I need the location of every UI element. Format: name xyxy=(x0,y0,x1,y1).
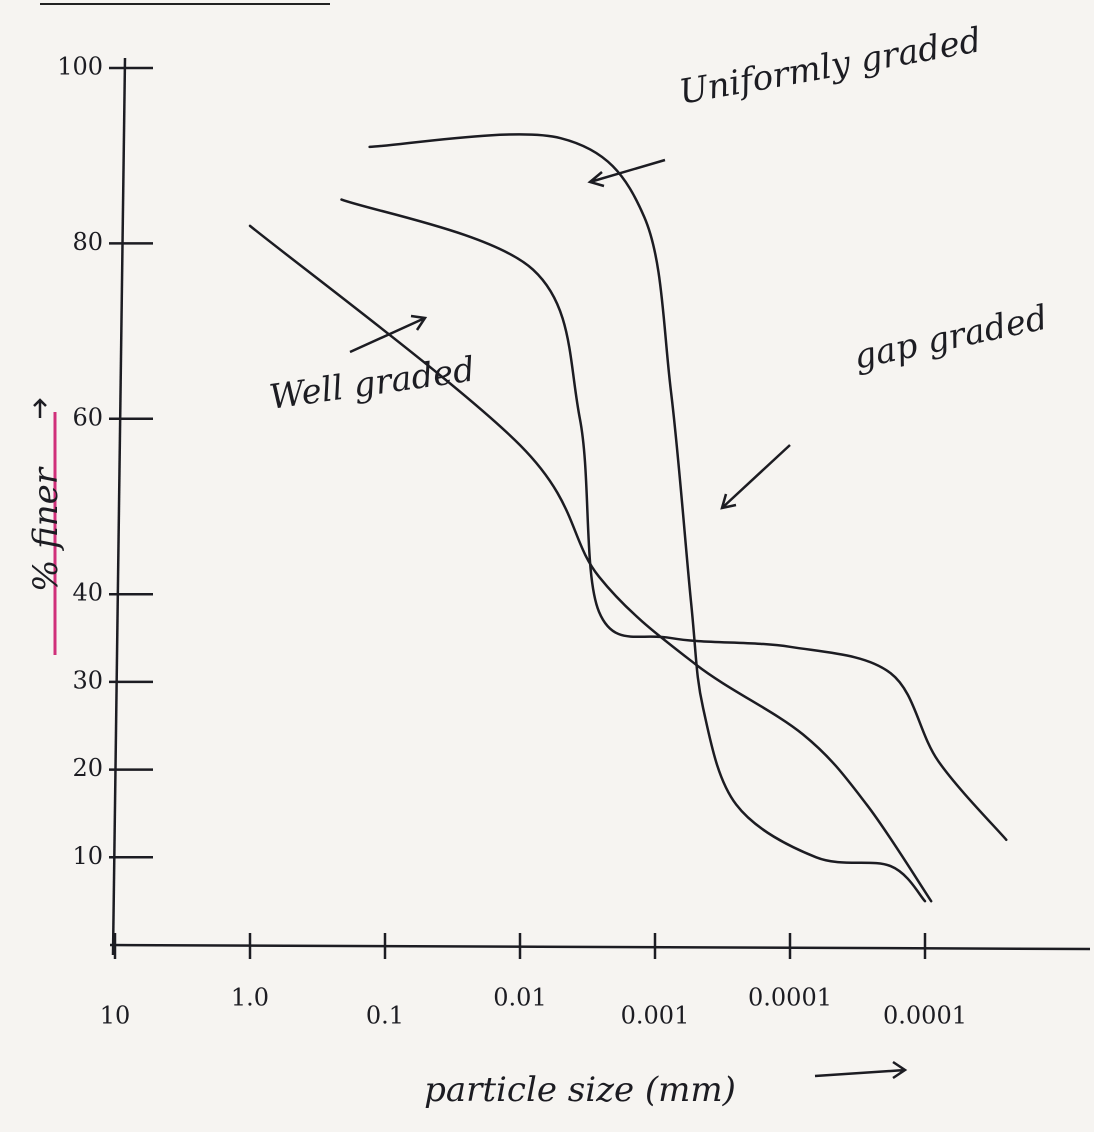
x-tick-label: 0.0001 xyxy=(883,1002,967,1030)
x-tick-label: 0.01 xyxy=(493,984,546,1012)
series-label: Well graded xyxy=(267,349,477,417)
label-arrow xyxy=(720,444,791,510)
y-axis-arrow xyxy=(33,398,47,418)
y-tick-label: 10 xyxy=(72,842,103,870)
curve xyxy=(248,224,933,903)
y-tick-label: 100 xyxy=(57,53,103,81)
x-tick-label: 10 xyxy=(100,1002,131,1030)
x-tick-label: 0.1 xyxy=(366,1002,404,1030)
label-arrow xyxy=(349,314,428,354)
label-arrow xyxy=(587,158,666,188)
x-axis-label: particle size (mm) xyxy=(424,1070,736,1110)
x-tick-label: 0.0001 xyxy=(748,984,832,1012)
series-label: Uniformly graded xyxy=(676,20,984,112)
series-label: gap graded xyxy=(850,298,1051,378)
curve xyxy=(368,133,927,903)
y-tick-label: 20 xyxy=(72,754,103,782)
x-axis xyxy=(109,943,1091,951)
y-tick-label: 40 xyxy=(72,579,103,607)
y-axis xyxy=(111,57,127,956)
x-tick-label: 0.001 xyxy=(621,1002,690,1030)
x-tick-label: 1.0 xyxy=(231,984,269,1012)
y-tick-label: 30 xyxy=(72,666,103,694)
y-tick-label: 60 xyxy=(72,403,103,431)
y-tick-label: 80 xyxy=(72,228,103,256)
y-axis-label: % finer xyxy=(26,466,66,592)
curve xyxy=(340,198,1008,842)
plot-area: 100 80 60 40 30 20 10 10 1.0 0.1 0.01 0.001 0.0001 0.… xyxy=(57,20,1091,1030)
x-axis-arrow xyxy=(814,1060,908,1080)
